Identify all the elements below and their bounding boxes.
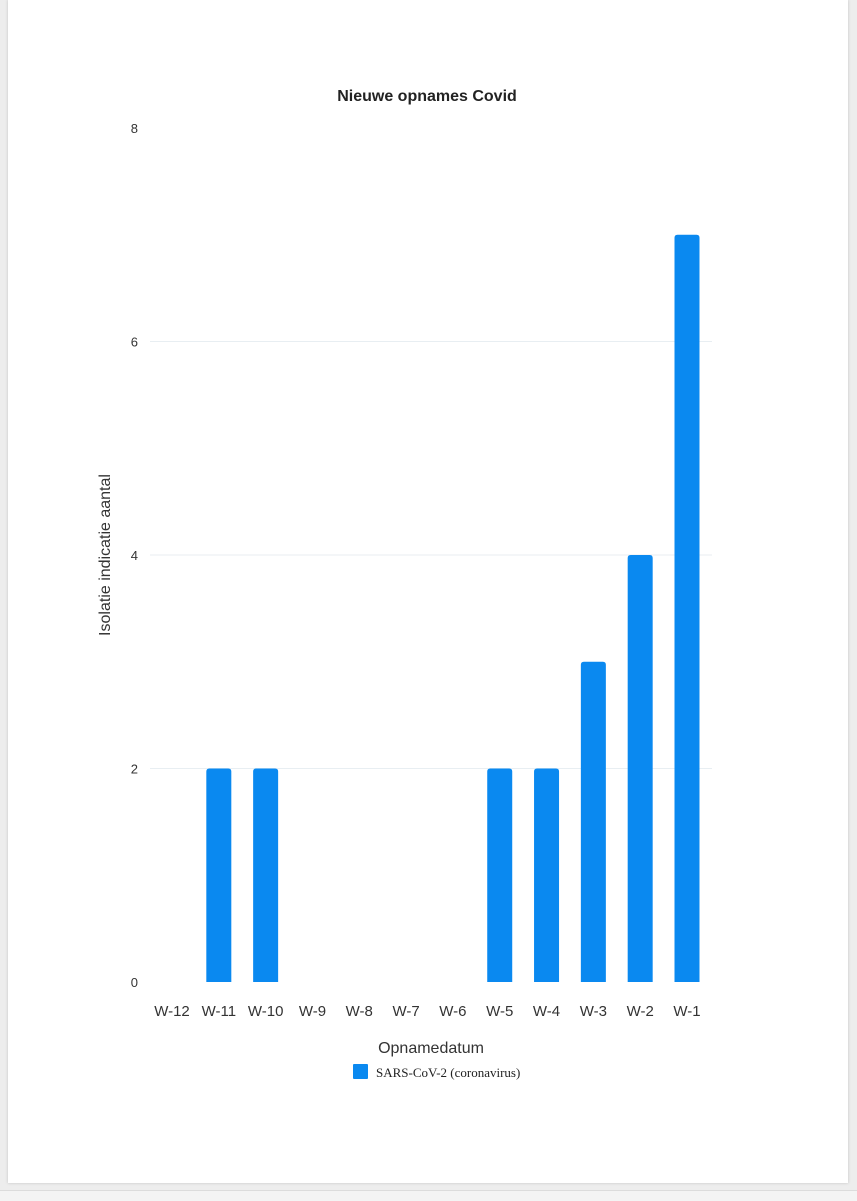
x-tick-label: W-8	[346, 1003, 373, 1020]
y-axis-ticks: 0 2 4 6 8	[131, 121, 138, 990]
chart-card	[8, 0, 848, 1183]
x-tick-label: W-5	[486, 1003, 513, 1020]
legend: SARS-CoV-2 (coronavirus)	[353, 1064, 520, 1080]
x-tick-label: W-11	[202, 1003, 236, 1020]
y-tick-label: 4	[131, 548, 138, 563]
x-tick-label: W-1	[673, 1003, 700, 1020]
bar-w-3	[580, 661, 606, 982]
x-axis-ticks: W-12 W-11 W-10 W-9 W-8 W-7 W-6 W-5 W-4 W-3 W-2 W-1	[154, 1003, 700, 1020]
bar-w-1	[674, 234, 700, 982]
y-tick-label: 2	[131, 762, 138, 777]
x-tick-label: W-4	[533, 1003, 560, 1020]
gridlines	[150, 341, 712, 769]
bar-w-11	[206, 768, 232, 982]
bars	[206, 234, 700, 982]
y-axis-label: Isolatie indicatie aantal	[97, 474, 114, 636]
legend-label: SARS-CoV-2 (coronavirus)	[376, 1065, 520, 1080]
x-tick-label: W-2	[627, 1003, 654, 1020]
x-tick-label: W-7	[392, 1003, 419, 1020]
bar-w-5	[487, 768, 513, 982]
bar-w-4	[534, 768, 560, 982]
x-axis-label: Opnamedatum	[378, 1040, 484, 1057]
y-tick-label: 6	[131, 335, 138, 350]
x-tick-label: W-10	[248, 1003, 284, 1020]
x-tick-label: W-3	[580, 1003, 607, 1020]
bar-w-2	[627, 555, 653, 982]
legend-swatch	[353, 1064, 368, 1079]
x-tick-label: W-6	[439, 1003, 466, 1020]
y-tick-label: 8	[131, 121, 138, 136]
bar-w-10	[253, 768, 279, 982]
x-tick-label: W-9	[299, 1003, 326, 1020]
bottom-strip	[0, 1190, 857, 1201]
chart-title: Nieuwe opnames Covid	[337, 88, 517, 105]
x-tick-label: W-12	[154, 1003, 190, 1020]
y-tick-label: 0	[131, 975, 138, 990]
